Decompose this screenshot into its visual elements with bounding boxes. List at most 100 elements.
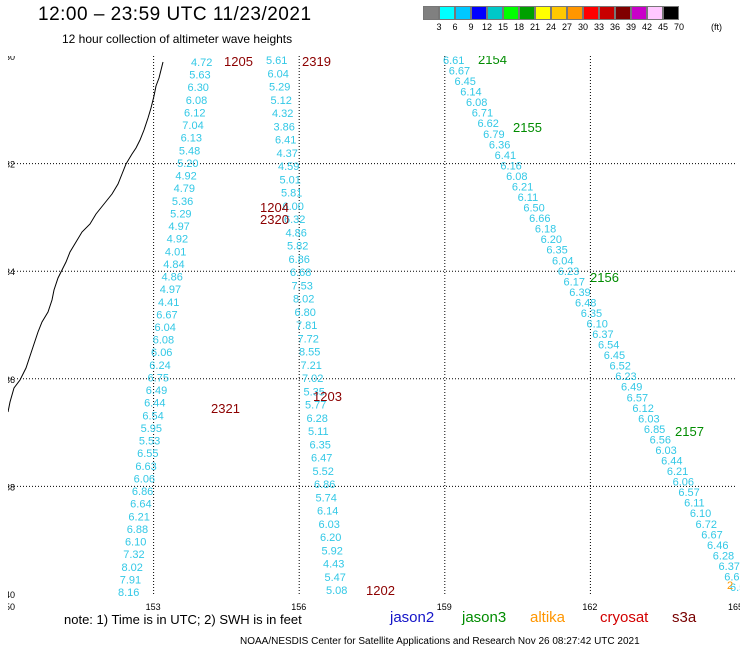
scale-swatch bbox=[471, 6, 487, 20]
lon-label: 156 bbox=[291, 602, 306, 612]
swh-value: 6.37 bbox=[719, 561, 740, 573]
cryosat-pass-label: 1203 bbox=[313, 389, 342, 404]
swh-value: 4.79 bbox=[174, 183, 195, 195]
lat-label: -34 bbox=[8, 267, 15, 277]
swh-value: 7.02 bbox=[302, 373, 323, 385]
scale-swatch bbox=[599, 6, 615, 20]
scale-swatch bbox=[535, 6, 551, 20]
wave-height-map: -30 -32 -34 -36 -38 -40 150 153 156 159 162 165 4.… bbox=[8, 56, 740, 612]
scale-swatch bbox=[439, 6, 455, 20]
swh-value: 6.86 bbox=[289, 254, 310, 266]
swh-value: 6.35 bbox=[546, 245, 567, 257]
swh-value: 3.86 bbox=[274, 121, 295, 133]
swh-value: 4.01 bbox=[165, 246, 186, 258]
swh-values: 4.725.636.306.086.127.046.135.485.204.92… bbox=[118, 56, 740, 599]
swh-value: 8.55 bbox=[299, 347, 320, 359]
scale-swatch bbox=[583, 6, 599, 20]
legend-cryosat: cryosat bbox=[600, 609, 649, 626]
swh-value: 4.59 bbox=[278, 161, 299, 173]
scale-swatch bbox=[455, 6, 471, 20]
swh-value: 6.21 bbox=[128, 511, 149, 523]
swh-value: 6.79 bbox=[483, 129, 504, 141]
scale-swatch bbox=[423, 6, 439, 20]
footer-credit: NOAA/NESDIS Center for Satellite Applica… bbox=[240, 636, 640, 647]
map-subtitle: 12 hour collection of altimeter wave hei… bbox=[62, 32, 293, 46]
scale-label: 21 bbox=[529, 22, 540, 32]
swh-value: 6.20 bbox=[320, 532, 341, 544]
swh-value: 6.52 bbox=[609, 361, 630, 373]
swh-value: 6.03 bbox=[638, 413, 659, 425]
cryosat-pass-label: 2320 bbox=[260, 212, 289, 227]
swh-value: 6.32 bbox=[284, 214, 305, 226]
swh-value: 6.45 bbox=[604, 350, 625, 362]
swh-value: 6.08 bbox=[466, 97, 487, 109]
swh-value: 6.12 bbox=[184, 107, 205, 119]
swh-value: 4.86 bbox=[286, 227, 307, 239]
swh-value: 6.54 bbox=[598, 340, 619, 352]
legend-s3a: s3a bbox=[672, 609, 697, 626]
lat-label: -30 bbox=[8, 56, 15, 62]
cryosat-pass-label: 1205 bbox=[224, 56, 253, 69]
swh-value: 6.86 bbox=[314, 479, 335, 491]
swh-value: 6.49 bbox=[621, 382, 642, 394]
swh-value: 5.35 bbox=[304, 386, 325, 398]
swh-value: 5.77 bbox=[305, 400, 326, 412]
swh-value: 6.55 bbox=[137, 448, 158, 460]
swh-value: 6.47 bbox=[311, 453, 332, 465]
jason3-pass-label: 2156 bbox=[590, 270, 619, 285]
swh-value: 6.04 bbox=[268, 68, 289, 80]
swh-value: 7.91 bbox=[120, 574, 141, 586]
scale-label: 45 bbox=[657, 22, 668, 32]
swh-value: 8.16 bbox=[118, 587, 139, 599]
swh-value: 6.49 bbox=[146, 385, 167, 397]
lat-label: -36 bbox=[8, 375, 15, 385]
swh-value: 4.84 bbox=[163, 259, 184, 271]
swh-value: 7.72 bbox=[298, 333, 319, 345]
swh-value: 6.21 bbox=[667, 466, 688, 478]
swh-value: 6.88 bbox=[127, 524, 148, 536]
swh-value: 6.30 bbox=[188, 82, 209, 94]
swh-value: 4.92 bbox=[167, 234, 188, 246]
scale-swatch bbox=[663, 6, 679, 20]
swh-value: 6.50 bbox=[523, 203, 544, 215]
lat-label: -38 bbox=[8, 482, 15, 492]
swh-value: 6.04 bbox=[552, 255, 573, 267]
swh-value: 6.71 bbox=[472, 108, 493, 120]
swh-value: 7.21 bbox=[301, 360, 322, 372]
swh-value: 6.35 bbox=[581, 308, 602, 320]
swh-value: 6.18 bbox=[535, 224, 556, 236]
swh-value: 5.52 bbox=[313, 466, 334, 478]
swh-value: 6.14 bbox=[317, 506, 338, 518]
swh-value: 6.10 bbox=[587, 319, 608, 331]
swh-value: 5.61 bbox=[266, 56, 287, 67]
lat-label: -40 bbox=[8, 590, 15, 600]
swh-value: 6.86 bbox=[132, 486, 153, 498]
lon-label: 159 bbox=[437, 602, 452, 612]
swh-value: 5.48 bbox=[179, 145, 200, 157]
cryosat-pass-label: 2321 bbox=[211, 401, 240, 416]
swh-value: 7.32 bbox=[123, 549, 144, 561]
scale-label: 24 bbox=[545, 22, 556, 32]
swh-value: 6.36 bbox=[489, 139, 510, 151]
swh-value: 6.08 bbox=[186, 95, 207, 107]
swh-value: 7.81 bbox=[296, 320, 317, 332]
swh-value: 6.06 bbox=[134, 473, 155, 485]
swh-value: 6.08 bbox=[153, 335, 174, 347]
scale-swatch bbox=[631, 6, 647, 20]
swh-value: 6.24 bbox=[149, 360, 170, 372]
swh-value: 6.03 bbox=[655, 445, 676, 457]
swh-value: 6.62 bbox=[477, 118, 498, 130]
swh-value: 6.04 bbox=[155, 322, 176, 334]
latitude-labels: -30 -32 -34 -36 -38 -40 bbox=[8, 56, 15, 600]
swh-value: 6.66 bbox=[529, 213, 550, 225]
swh-value: 6.68 bbox=[290, 267, 311, 279]
scale-label: 70 bbox=[673, 22, 684, 32]
swh-value: 6.64 bbox=[130, 499, 151, 511]
swh-value: 6.62 bbox=[724, 571, 740, 583]
units-note: note: 1) Time is in UTC; 2) SWH is in fe… bbox=[64, 612, 302, 627]
swh-value: 6.41 bbox=[495, 150, 516, 162]
swh-value: 6.14 bbox=[460, 87, 481, 99]
swh-value: 5.01 bbox=[280, 174, 301, 186]
swh-value: 6.55 bbox=[730, 582, 740, 594]
